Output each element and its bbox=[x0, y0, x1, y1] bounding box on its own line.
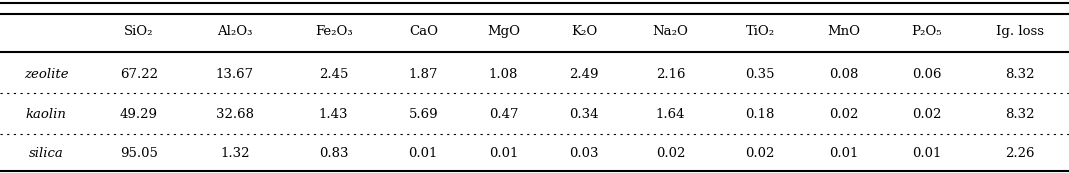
Text: Na₂O: Na₂O bbox=[652, 25, 688, 38]
Text: 2.49: 2.49 bbox=[569, 68, 599, 81]
Text: 0.01: 0.01 bbox=[489, 147, 518, 161]
Text: 95.05: 95.05 bbox=[120, 147, 158, 161]
Text: 13.67: 13.67 bbox=[216, 68, 253, 81]
Text: SiO₂: SiO₂ bbox=[124, 25, 154, 38]
Text: 0.02: 0.02 bbox=[912, 108, 942, 121]
Text: P₂O₅: P₂O₅ bbox=[912, 25, 942, 38]
Text: 0.01: 0.01 bbox=[912, 147, 942, 161]
Text: 0.01: 0.01 bbox=[828, 147, 858, 161]
Text: 67.22: 67.22 bbox=[120, 68, 158, 81]
Text: 1.32: 1.32 bbox=[220, 147, 249, 161]
Text: MgO: MgO bbox=[487, 25, 521, 38]
Text: K₂O: K₂O bbox=[571, 25, 598, 38]
Text: 0.02: 0.02 bbox=[828, 108, 858, 121]
Text: 0.35: 0.35 bbox=[745, 68, 775, 81]
Text: 0.06: 0.06 bbox=[912, 68, 942, 81]
Text: kaolin: kaolin bbox=[26, 108, 66, 121]
Text: 0.03: 0.03 bbox=[569, 147, 599, 161]
Text: 0.83: 0.83 bbox=[319, 147, 348, 161]
Text: MnO: MnO bbox=[827, 25, 859, 38]
Text: 49.29: 49.29 bbox=[120, 108, 158, 121]
Text: 8.32: 8.32 bbox=[1005, 108, 1035, 121]
Text: 0.08: 0.08 bbox=[828, 68, 858, 81]
Text: 1.43: 1.43 bbox=[319, 108, 348, 121]
Text: 0.18: 0.18 bbox=[745, 108, 775, 121]
Text: 2.16: 2.16 bbox=[655, 68, 685, 81]
Text: 0.47: 0.47 bbox=[489, 108, 518, 121]
Text: 32.68: 32.68 bbox=[216, 108, 253, 121]
Text: 0.02: 0.02 bbox=[745, 147, 775, 161]
Text: Fe₂O₃: Fe₂O₃ bbox=[315, 25, 353, 38]
Text: silica: silica bbox=[29, 147, 64, 161]
Text: 1.64: 1.64 bbox=[655, 108, 685, 121]
Text: 2.45: 2.45 bbox=[319, 68, 348, 81]
Text: Al₂O₃: Al₂O₃ bbox=[217, 25, 252, 38]
Text: 1.87: 1.87 bbox=[408, 68, 438, 81]
Text: 0.01: 0.01 bbox=[408, 147, 438, 161]
Text: TiO₂: TiO₂ bbox=[745, 25, 775, 38]
Text: zeolite: zeolite bbox=[24, 68, 68, 81]
Text: 0.02: 0.02 bbox=[655, 147, 685, 161]
Text: 8.32: 8.32 bbox=[1005, 68, 1035, 81]
Text: 1.08: 1.08 bbox=[489, 68, 518, 81]
Text: 0.34: 0.34 bbox=[569, 108, 599, 121]
Text: CaO: CaO bbox=[408, 25, 438, 38]
Text: 2.26: 2.26 bbox=[1005, 147, 1035, 161]
Text: Ig. loss: Ig. loss bbox=[995, 25, 1043, 38]
Text: 5.69: 5.69 bbox=[408, 108, 438, 121]
